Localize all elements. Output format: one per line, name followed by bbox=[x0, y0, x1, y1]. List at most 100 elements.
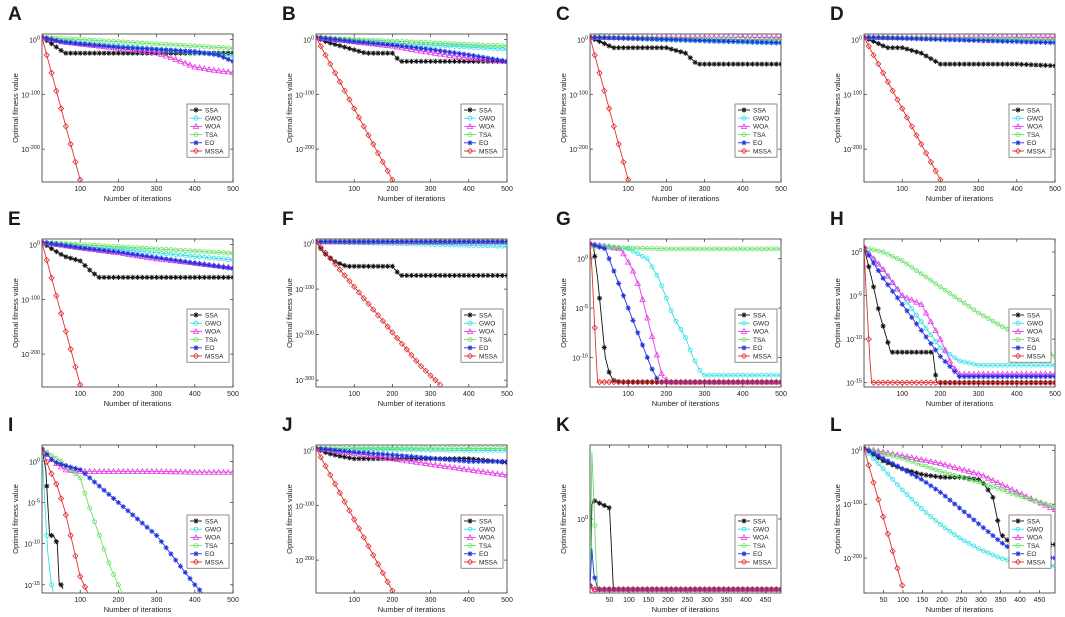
series-marker-eo bbox=[442, 48, 448, 55]
series-marker-eo bbox=[1033, 373, 1039, 380]
series-marker-mssa bbox=[360, 295, 367, 302]
y-tick-label: 10-15 bbox=[846, 379, 862, 388]
legend-label-woa: WOA bbox=[1027, 124, 1043, 131]
series-marker-mssa bbox=[48, 470, 55, 477]
y-tick-label: 10-5 bbox=[27, 499, 40, 508]
y-tick-label: 10-200 bbox=[21, 145, 40, 154]
series-marker-tsa bbox=[120, 244, 126, 250]
series-marker-eo bbox=[327, 36, 333, 42]
series-marker-eo bbox=[318, 239, 324, 245]
series-marker-ssa bbox=[168, 50, 174, 56]
series-marker-ssa bbox=[365, 50, 372, 56]
series-marker-woa bbox=[158, 467, 165, 474]
series-marker-ssa bbox=[168, 274, 174, 280]
series-marker-tsa bbox=[673, 246, 679, 252]
series-marker-eo bbox=[196, 587, 203, 593]
series-marker-woa bbox=[903, 294, 911, 301]
series-marker-tsa bbox=[485, 42, 491, 48]
series-marker-tsa bbox=[106, 243, 112, 249]
series-group bbox=[864, 34, 1055, 182]
legend-label-mssa: MSSA bbox=[753, 559, 772, 566]
series-marker-tsa bbox=[225, 250, 231, 256]
series-marker-ssa bbox=[490, 272, 496, 279]
series-marker-ssa bbox=[91, 50, 98, 56]
series-marker-eo bbox=[216, 263, 222, 270]
series-marker-eo bbox=[342, 448, 348, 454]
series-marker-ssa bbox=[995, 61, 1001, 67]
series-marker-mssa bbox=[749, 378, 756, 386]
series-marker-gwo bbox=[914, 501, 919, 507]
series-marker-eo bbox=[918, 36, 924, 42]
legend-label-mssa: MSSA bbox=[1027, 559, 1046, 566]
legend-label-eo: EO bbox=[1027, 551, 1036, 558]
series-marker-ssa bbox=[365, 263, 372, 269]
legend-marker-woa bbox=[192, 533, 200, 540]
series-marker-ssa bbox=[596, 38, 603, 44]
series-marker-eo bbox=[337, 239, 343, 245]
series-marker-tsa bbox=[106, 38, 112, 44]
series-marker-mssa bbox=[1032, 379, 1040, 386]
series-marker-tsa bbox=[961, 300, 967, 306]
series-marker-tsa bbox=[154, 41, 160, 47]
series-marker-eo bbox=[625, 305, 631, 311]
chart-panel-l: L50 100 150 200 250 300 350 400 45010010-10010-2… bbox=[830, 415, 1056, 614]
series-marker-ssa bbox=[173, 274, 179, 280]
series-marker-woa bbox=[946, 462, 954, 469]
series-marker-tsa bbox=[630, 245, 636, 251]
legend-label-mssa: MSSA bbox=[753, 353, 772, 360]
series-marker-tsa bbox=[442, 445, 448, 451]
series-marker-ssa bbox=[351, 456, 357, 462]
legend-label-ssa: SSA bbox=[753, 107, 767, 114]
series-marker-gwo bbox=[504, 243, 507, 249]
series-marker-gwo bbox=[990, 362, 996, 368]
series-marker-mssa bbox=[918, 141, 925, 148]
series-marker-woa bbox=[62, 466, 70, 473]
series-marker-mssa bbox=[710, 378, 718, 386]
series-marker-mssa bbox=[658, 586, 665, 593]
series-marker-gwo bbox=[466, 44, 472, 50]
series-marker-gwo bbox=[918, 506, 924, 511]
series-marker-tsa bbox=[139, 40, 145, 46]
legend-label-tsa: TSA bbox=[479, 543, 492, 550]
legend-label-mssa: MSSA bbox=[205, 559, 224, 566]
series-marker-eo bbox=[592, 575, 598, 581]
series-marker-ssa bbox=[1004, 537, 1010, 543]
series-marker-mssa bbox=[384, 578, 391, 586]
series-marker-mssa bbox=[899, 379, 906, 386]
series-marker-gwo bbox=[168, 251, 174, 257]
series-marker-eo bbox=[322, 446, 329, 452]
series-marker-ssa bbox=[437, 272, 443, 279]
series-group bbox=[316, 445, 507, 593]
series-marker-ssa bbox=[616, 378, 622, 385]
series-line-gwo bbox=[42, 449, 54, 593]
series-marker-eo bbox=[370, 239, 376, 245]
x-tick-label: 100 bbox=[623, 597, 635, 604]
y-tick-label: 10-10 bbox=[572, 353, 588, 362]
series-marker-eo bbox=[630, 317, 636, 323]
series-marker-mssa bbox=[346, 277, 353, 285]
series-marker-ssa bbox=[999, 533, 1006, 539]
series-marker-ssa bbox=[744, 61, 751, 67]
x-axis-label: Number of iterations bbox=[104, 194, 172, 203]
series-marker-woa bbox=[615, 245, 622, 252]
series-marker-mssa bbox=[768, 586, 775, 593]
legend-marker-ssa bbox=[193, 107, 199, 113]
series-marker-eo bbox=[351, 239, 357, 245]
series-marker-tsa bbox=[875, 248, 881, 254]
y-tick-label: 100 bbox=[303, 446, 314, 455]
series-marker-ssa bbox=[894, 45, 901, 51]
series-marker-eo bbox=[216, 52, 222, 58]
series-marker-eo bbox=[87, 246, 93, 252]
series-marker-ssa bbox=[475, 272, 481, 279]
series-marker-eo bbox=[187, 259, 193, 266]
series-marker-eo bbox=[346, 38, 353, 44]
series-marker-eo bbox=[211, 51, 217, 57]
series-marker-gwo bbox=[730, 372, 736, 378]
series-group bbox=[42, 239, 233, 387]
series-marker-tsa bbox=[480, 445, 486, 451]
series-marker-ssa bbox=[375, 50, 381, 56]
legend-marker-tsa bbox=[1015, 337, 1021, 343]
series-marker-eo bbox=[130, 512, 136, 518]
series-marker-mssa bbox=[591, 51, 598, 59]
series-marker-eo bbox=[42, 34, 45, 40]
